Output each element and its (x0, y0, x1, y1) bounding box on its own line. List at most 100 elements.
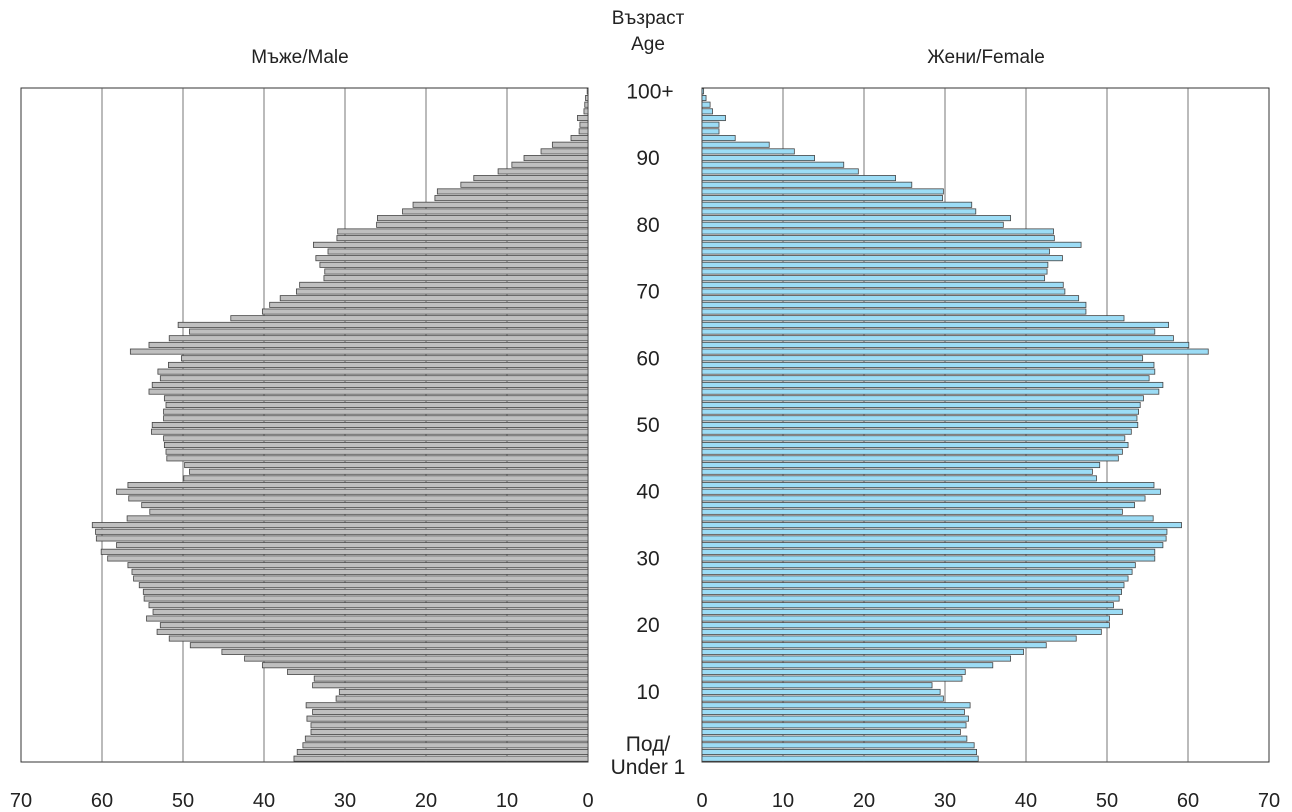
male-bar (141, 502, 589, 509)
age-tick-label: 40 (636, 481, 659, 504)
male-x-tick-label: 50 (172, 790, 194, 812)
male-bar (261, 662, 589, 669)
male-x-tick-label: 10 (496, 790, 518, 812)
female-bar (701, 622, 1110, 629)
male-bar (540, 148, 589, 155)
female-bar (701, 328, 1156, 335)
male-bar (177, 321, 589, 328)
female-bar (701, 615, 1110, 622)
male-bar (100, 548, 589, 555)
female-bar (701, 535, 1167, 542)
male-bar (313, 241, 589, 248)
female-bar (701, 722, 967, 729)
female-bar (701, 301, 1087, 308)
male-bar (116, 542, 589, 549)
male-bar (168, 635, 589, 642)
male-x-tick-label: 30 (334, 790, 356, 812)
age-tick-label: 30 (636, 547, 659, 570)
female-bar (701, 728, 961, 735)
female-bar (701, 101, 711, 108)
female-bar (701, 435, 1126, 442)
male-bar (306, 715, 589, 722)
male-bar (148, 388, 589, 395)
male-x-tick-label: 70 (10, 790, 32, 812)
female-bar (701, 288, 1066, 295)
female-bar (701, 195, 943, 202)
female-x-tick-label: 30 (934, 790, 956, 812)
female-bar (701, 688, 941, 695)
female-bar (701, 281, 1064, 288)
female-bar (701, 528, 1168, 535)
female-bar (701, 742, 975, 749)
male-bar (376, 221, 589, 228)
male-bar (323, 275, 589, 282)
female-x-tick-label: 50 (1096, 790, 1118, 812)
female-bar (701, 188, 944, 195)
male-bar (189, 642, 589, 649)
male-bar (244, 655, 589, 662)
female-bar (701, 655, 1012, 662)
female-x-tick-label: 70 (1258, 790, 1280, 812)
female-bar (701, 482, 1155, 489)
male-bar (230, 315, 589, 322)
female-bar (701, 155, 815, 162)
male-bar (126, 515, 589, 522)
male-bar (511, 161, 589, 168)
male-bar (163, 442, 589, 449)
female-bar (701, 682, 933, 689)
male-bar (91, 522, 589, 529)
female-bar (701, 88, 705, 95)
male-bar (577, 115, 589, 122)
female-bar (701, 235, 1055, 242)
female-bar (701, 308, 1087, 315)
female-x-tick-label: 20 (853, 790, 875, 812)
age-tick-label: Под/ (626, 733, 671, 756)
male-bar (584, 101, 589, 108)
male-bar (299, 281, 589, 288)
male-bar (302, 742, 589, 749)
female-bar (701, 502, 1135, 509)
male-bar (336, 235, 589, 242)
female-x-tick-label: 40 (1015, 790, 1037, 812)
male-title: Мъже/Male (251, 47, 348, 68)
female-bar (701, 642, 1047, 649)
male-bar (296, 748, 589, 755)
male-bar (402, 208, 589, 215)
male-bar (165, 448, 589, 455)
male-bar (189, 328, 589, 335)
female-bar (701, 341, 1190, 348)
male-bar (152, 608, 589, 615)
female-bar (701, 568, 1133, 575)
female-bar (701, 662, 994, 669)
male-bar (128, 495, 589, 502)
female-bar (701, 442, 1129, 449)
age-tick-label: 80 (636, 214, 659, 237)
female-bar (701, 428, 1132, 435)
age-tick-label: 20 (636, 614, 659, 637)
female-bar (701, 115, 726, 122)
female-bar (701, 668, 966, 675)
male-bar (279, 295, 589, 302)
female-bar (701, 161, 845, 168)
male-bar (95, 535, 589, 542)
female-bar (701, 335, 1174, 342)
female-bar (701, 488, 1161, 495)
male-bar (586, 88, 589, 95)
age-tick-label: 60 (636, 347, 659, 370)
female-bar (701, 588, 1122, 595)
female-bar (701, 295, 1080, 302)
age-tick-label: 10 (636, 681, 659, 704)
age-tick-label: Under 1 (611, 756, 686, 779)
female-bar (701, 515, 1154, 522)
female-x-tick-label: 60 (1177, 790, 1199, 812)
male-bar (142, 588, 589, 595)
male-bar (166, 455, 589, 462)
male-bar (295, 288, 589, 295)
male-bar (570, 135, 589, 142)
male-bar (156, 628, 589, 635)
male-bar (551, 141, 589, 148)
female-bar (701, 462, 1101, 469)
male-bar (327, 248, 589, 255)
age-tick-label: 90 (636, 147, 659, 170)
